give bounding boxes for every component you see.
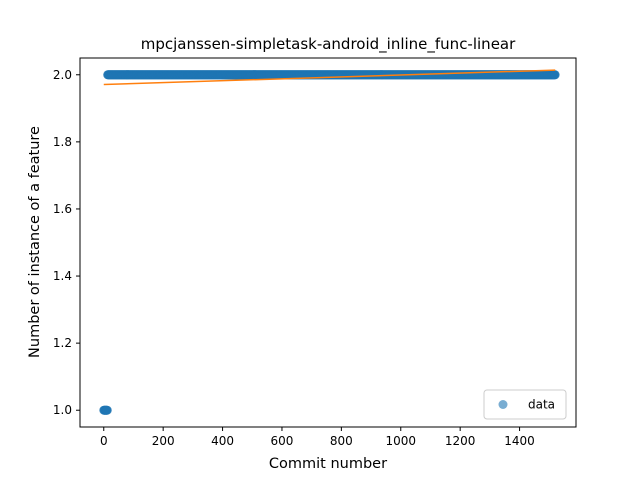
data-point xyxy=(550,70,560,80)
x-axis-label: Commit number xyxy=(269,456,387,472)
data-point xyxy=(102,405,112,415)
y-tick-label: 2.0 xyxy=(53,68,72,82)
y-tick-label: 1.6 xyxy=(53,202,72,216)
legend-box xyxy=(483,389,567,420)
x-tick-label: 1200 xyxy=(445,434,476,448)
legend-label: data xyxy=(528,398,555,412)
y-tick-label: 1.0 xyxy=(53,403,72,417)
plot-frame xyxy=(79,57,577,428)
x-tick-label: 1000 xyxy=(385,434,416,448)
x-tick-label: 1400 xyxy=(504,434,535,448)
y-tick-label: 1.8 xyxy=(53,135,72,149)
x-tick-label: 0 xyxy=(100,434,108,448)
x-tick-label: 800 xyxy=(330,434,353,448)
x-tick-label: 600 xyxy=(271,434,294,448)
fit-line xyxy=(103,69,556,86)
x-tick-label: 400 xyxy=(211,434,234,448)
y-tick-label: 1.4 xyxy=(53,269,72,283)
chart-title: mpcjanssen-simpletask-android_inline_fun… xyxy=(141,35,516,54)
x-tick-label: 200 xyxy=(152,434,175,448)
y-axis-label: Number of instance of a feature xyxy=(27,126,43,358)
legend-marker xyxy=(498,400,508,409)
y-tick-label: 1.2 xyxy=(53,336,72,350)
plot-area: 0 200 400 600 800 1000 1200 1400 1.0 1.2 1.4 1.6 1.8… xyxy=(53,57,577,448)
